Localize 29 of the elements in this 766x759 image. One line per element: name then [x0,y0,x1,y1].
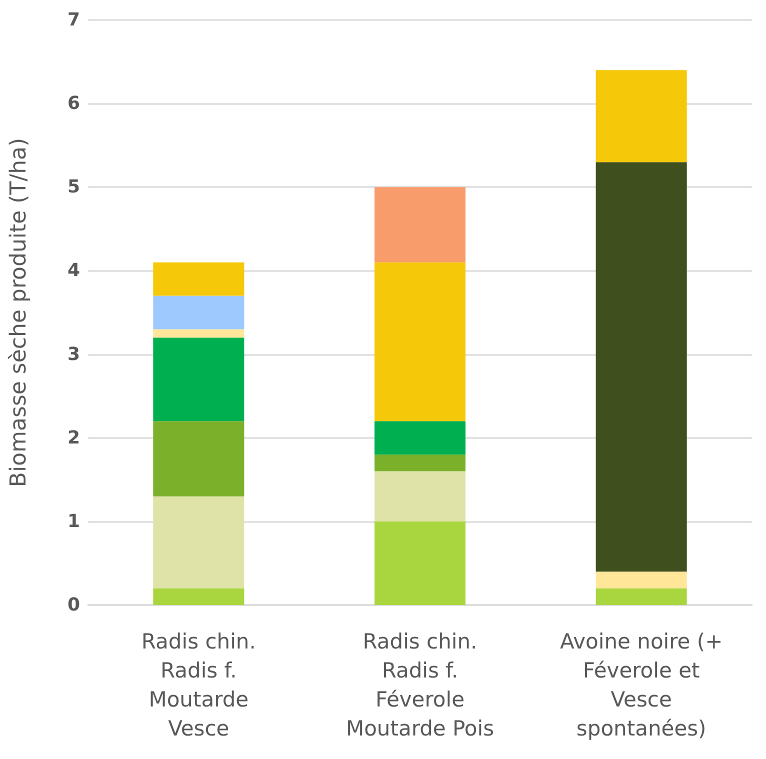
bar [374,471,466,522]
bar [374,421,466,455]
x-tick-label: Radis chin. Radis f. Moutarde Vesce [141,630,256,740]
bar [596,70,687,162]
bar [153,262,244,296]
bar [596,572,687,588]
x-tick-label: Avoine noire (+ Féverole et Vesce spontanées) [560,630,723,740]
y-tick-label: 7 [67,10,80,30]
y-axis-title: Biomasse sèche produite (T/ha) [6,138,32,488]
bar [153,421,244,496]
bar [374,187,466,262]
bar [374,262,466,422]
y-tick-label: 3 [67,344,80,365]
bar [153,588,244,605]
x-tick-label: Radis chin. Radis f. Féverole Moutarde Pois [346,630,494,740]
bar [596,588,687,605]
y-tick-label: 5 [67,176,80,198]
bar [374,521,466,605]
y-tick-label: 0 [67,594,80,616]
y-tick-label: 1 [67,510,80,532]
y-tick-label: 2 [67,427,80,448]
bar [153,496,244,588]
bar [153,296,244,330]
bar [374,454,466,472]
y-tick-label: 6 [67,93,80,114]
bar [153,329,244,338]
bar [596,162,687,572]
bar [153,338,244,422]
y-tick-label: 4 [67,260,80,282]
